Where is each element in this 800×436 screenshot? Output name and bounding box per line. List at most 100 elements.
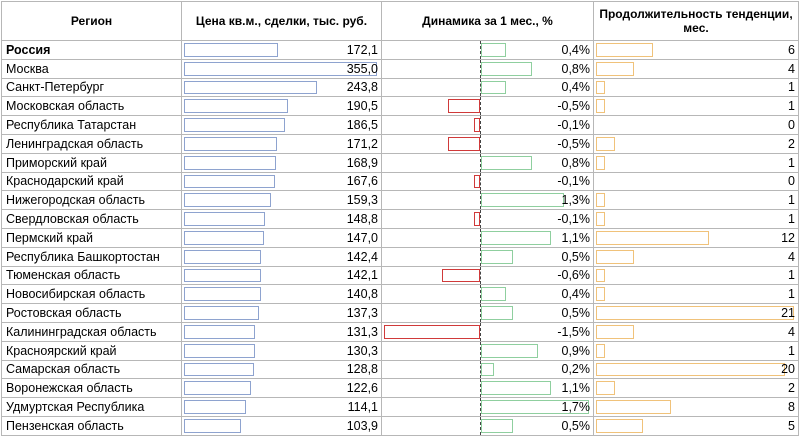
duration-bar — [596, 212, 606, 226]
region-cell: Удмуртская Республика — [1, 397, 182, 417]
duration-bar — [596, 306, 794, 320]
change-value: -1,5% — [557, 324, 590, 339]
price-bar — [184, 306, 259, 320]
duration-cell: 21 — [593, 303, 799, 323]
duration-bar — [596, 61, 634, 76]
duration-value: 1 — [788, 155, 795, 170]
price-cell: 142,4 — [181, 246, 382, 267]
table-row: Республика Татарстан 186,5 -0,1% 0 — [1, 115, 799, 135]
duration-bar — [596, 362, 785, 377]
zero-axis-line — [480, 60, 481, 78]
table-row: Республика Башкортостан 142,4 0,5% 4 — [1, 246, 799, 267]
duration-cell: 4 — [593, 246, 799, 267]
duration-cell: 1 — [593, 96, 799, 117]
price-bar — [184, 287, 261, 302]
price-value: 186,5 — [346, 118, 378, 133]
zero-axis-line — [480, 79, 481, 96]
price-bar — [184, 324, 256, 339]
change-cell: 0,5% — [381, 303, 594, 323]
duration-cell: 2 — [593, 133, 799, 154]
price-value: 147,0 — [346, 230, 378, 245]
duration-value: 1 — [788, 343, 795, 358]
duration-bar — [596, 324, 634, 339]
change-cell: 0,8% — [381, 152, 594, 173]
region-cell: Санкт-Петербург — [1, 77, 182, 98]
negative-change-bar — [441, 268, 480, 283]
duration-cell: 1 — [593, 190, 799, 211]
header-row: Регион Цена кв.м., сделки, тыс. руб. Дин… — [1, 1, 799, 41]
positive-change-bar — [481, 343, 539, 358]
price-value: 142,4 — [346, 249, 378, 264]
duration-value: 1 — [788, 287, 795, 302]
price-cell: 103,9 — [181, 415, 382, 436]
price-cell: 147,0 — [181, 227, 382, 248]
positive-change-bar — [481, 249, 513, 264]
zero-axis-line — [480, 342, 481, 360]
duration-cell: 6 — [593, 40, 799, 60]
change-cell: -0,1% — [381, 171, 594, 192]
duration-value: 4 — [788, 324, 795, 339]
table-row: Тюменская область 142,1 -0,6% 1 — [1, 265, 799, 286]
price-cell: 114,1 — [181, 397, 382, 417]
price-bar — [184, 212, 265, 226]
price-bar — [184, 343, 255, 358]
region-cell: Пензенская область — [1, 415, 182, 436]
duration-value: 8 — [788, 400, 795, 415]
duration-bar — [596, 43, 653, 57]
price-cell: 122,6 — [181, 378, 382, 399]
duration-cell: 8 — [593, 397, 799, 417]
zero-axis-line — [480, 41, 481, 59]
zero-axis-line — [480, 267, 481, 284]
duration-value: 1 — [788, 99, 795, 114]
change-cell: 0,2% — [381, 359, 594, 380]
region-cell: Ростовская область — [1, 303, 182, 323]
price-bar — [184, 249, 262, 264]
price-value: 159,3 — [346, 193, 378, 208]
positive-change-bar — [481, 230, 551, 245]
price-cell: 168,9 — [181, 152, 382, 173]
price-bar — [184, 136, 278, 151]
duration-value: 1 — [788, 212, 795, 227]
negative-change-bar — [448, 99, 480, 114]
duration-bar — [596, 343, 606, 358]
table-row: Свердловская область 148,8 -0,1% 1 — [1, 209, 799, 229]
region-cell: Воронежская область — [1, 378, 182, 399]
price-cell: 171,2 — [181, 133, 382, 154]
region-cell: Нижегородская область — [1, 190, 182, 211]
table-row: Санкт-Петербург 243,8 0,4% 1 — [1, 77, 799, 98]
price-value: 190,5 — [346, 99, 378, 114]
zero-axis-line — [480, 304, 481, 322]
price-value: 172,1 — [346, 42, 378, 57]
table-row: Приморский край 168,9 0,8% 1 — [1, 152, 799, 173]
change-cell: -0,1% — [381, 115, 594, 135]
zero-axis-line — [480, 229, 481, 247]
duration-value: 1 — [788, 80, 795, 95]
price-value: 167,6 — [346, 174, 378, 189]
duration-bar — [596, 268, 606, 283]
price-value: 142,1 — [346, 268, 378, 283]
change-value: 0,8% — [561, 61, 591, 76]
duration-bar — [596, 381, 615, 396]
duration-bar — [596, 99, 606, 114]
duration-value: 1 — [788, 193, 795, 208]
change-value: -0,6% — [557, 268, 590, 283]
price-cell: 140,8 — [181, 284, 382, 305]
zero-axis-line — [480, 361, 481, 378]
change-value: -0,1% — [557, 118, 590, 133]
change-cell: 0,5% — [381, 415, 594, 436]
table-row: Москва 355,0 0,8% 4 — [1, 58, 799, 79]
positive-change-bar — [481, 61, 532, 76]
price-cell: 137,3 — [181, 303, 382, 323]
table-row: Московская область 190,5 -0,5% 1 — [1, 96, 799, 117]
price-value: 355,0 — [346, 61, 378, 76]
change-cell: -0,6% — [381, 265, 594, 286]
duration-bar — [596, 80, 606, 95]
price-bar — [184, 155, 276, 170]
table-row: Самарская область 128,8 0,2% 20 — [1, 359, 799, 380]
duration-cell: 0 — [593, 115, 799, 135]
change-value: 0,2% — [561, 362, 591, 377]
price-cell: 130,3 — [181, 340, 382, 361]
region-cell: Приморский край — [1, 152, 182, 173]
price-bar — [184, 400, 246, 414]
